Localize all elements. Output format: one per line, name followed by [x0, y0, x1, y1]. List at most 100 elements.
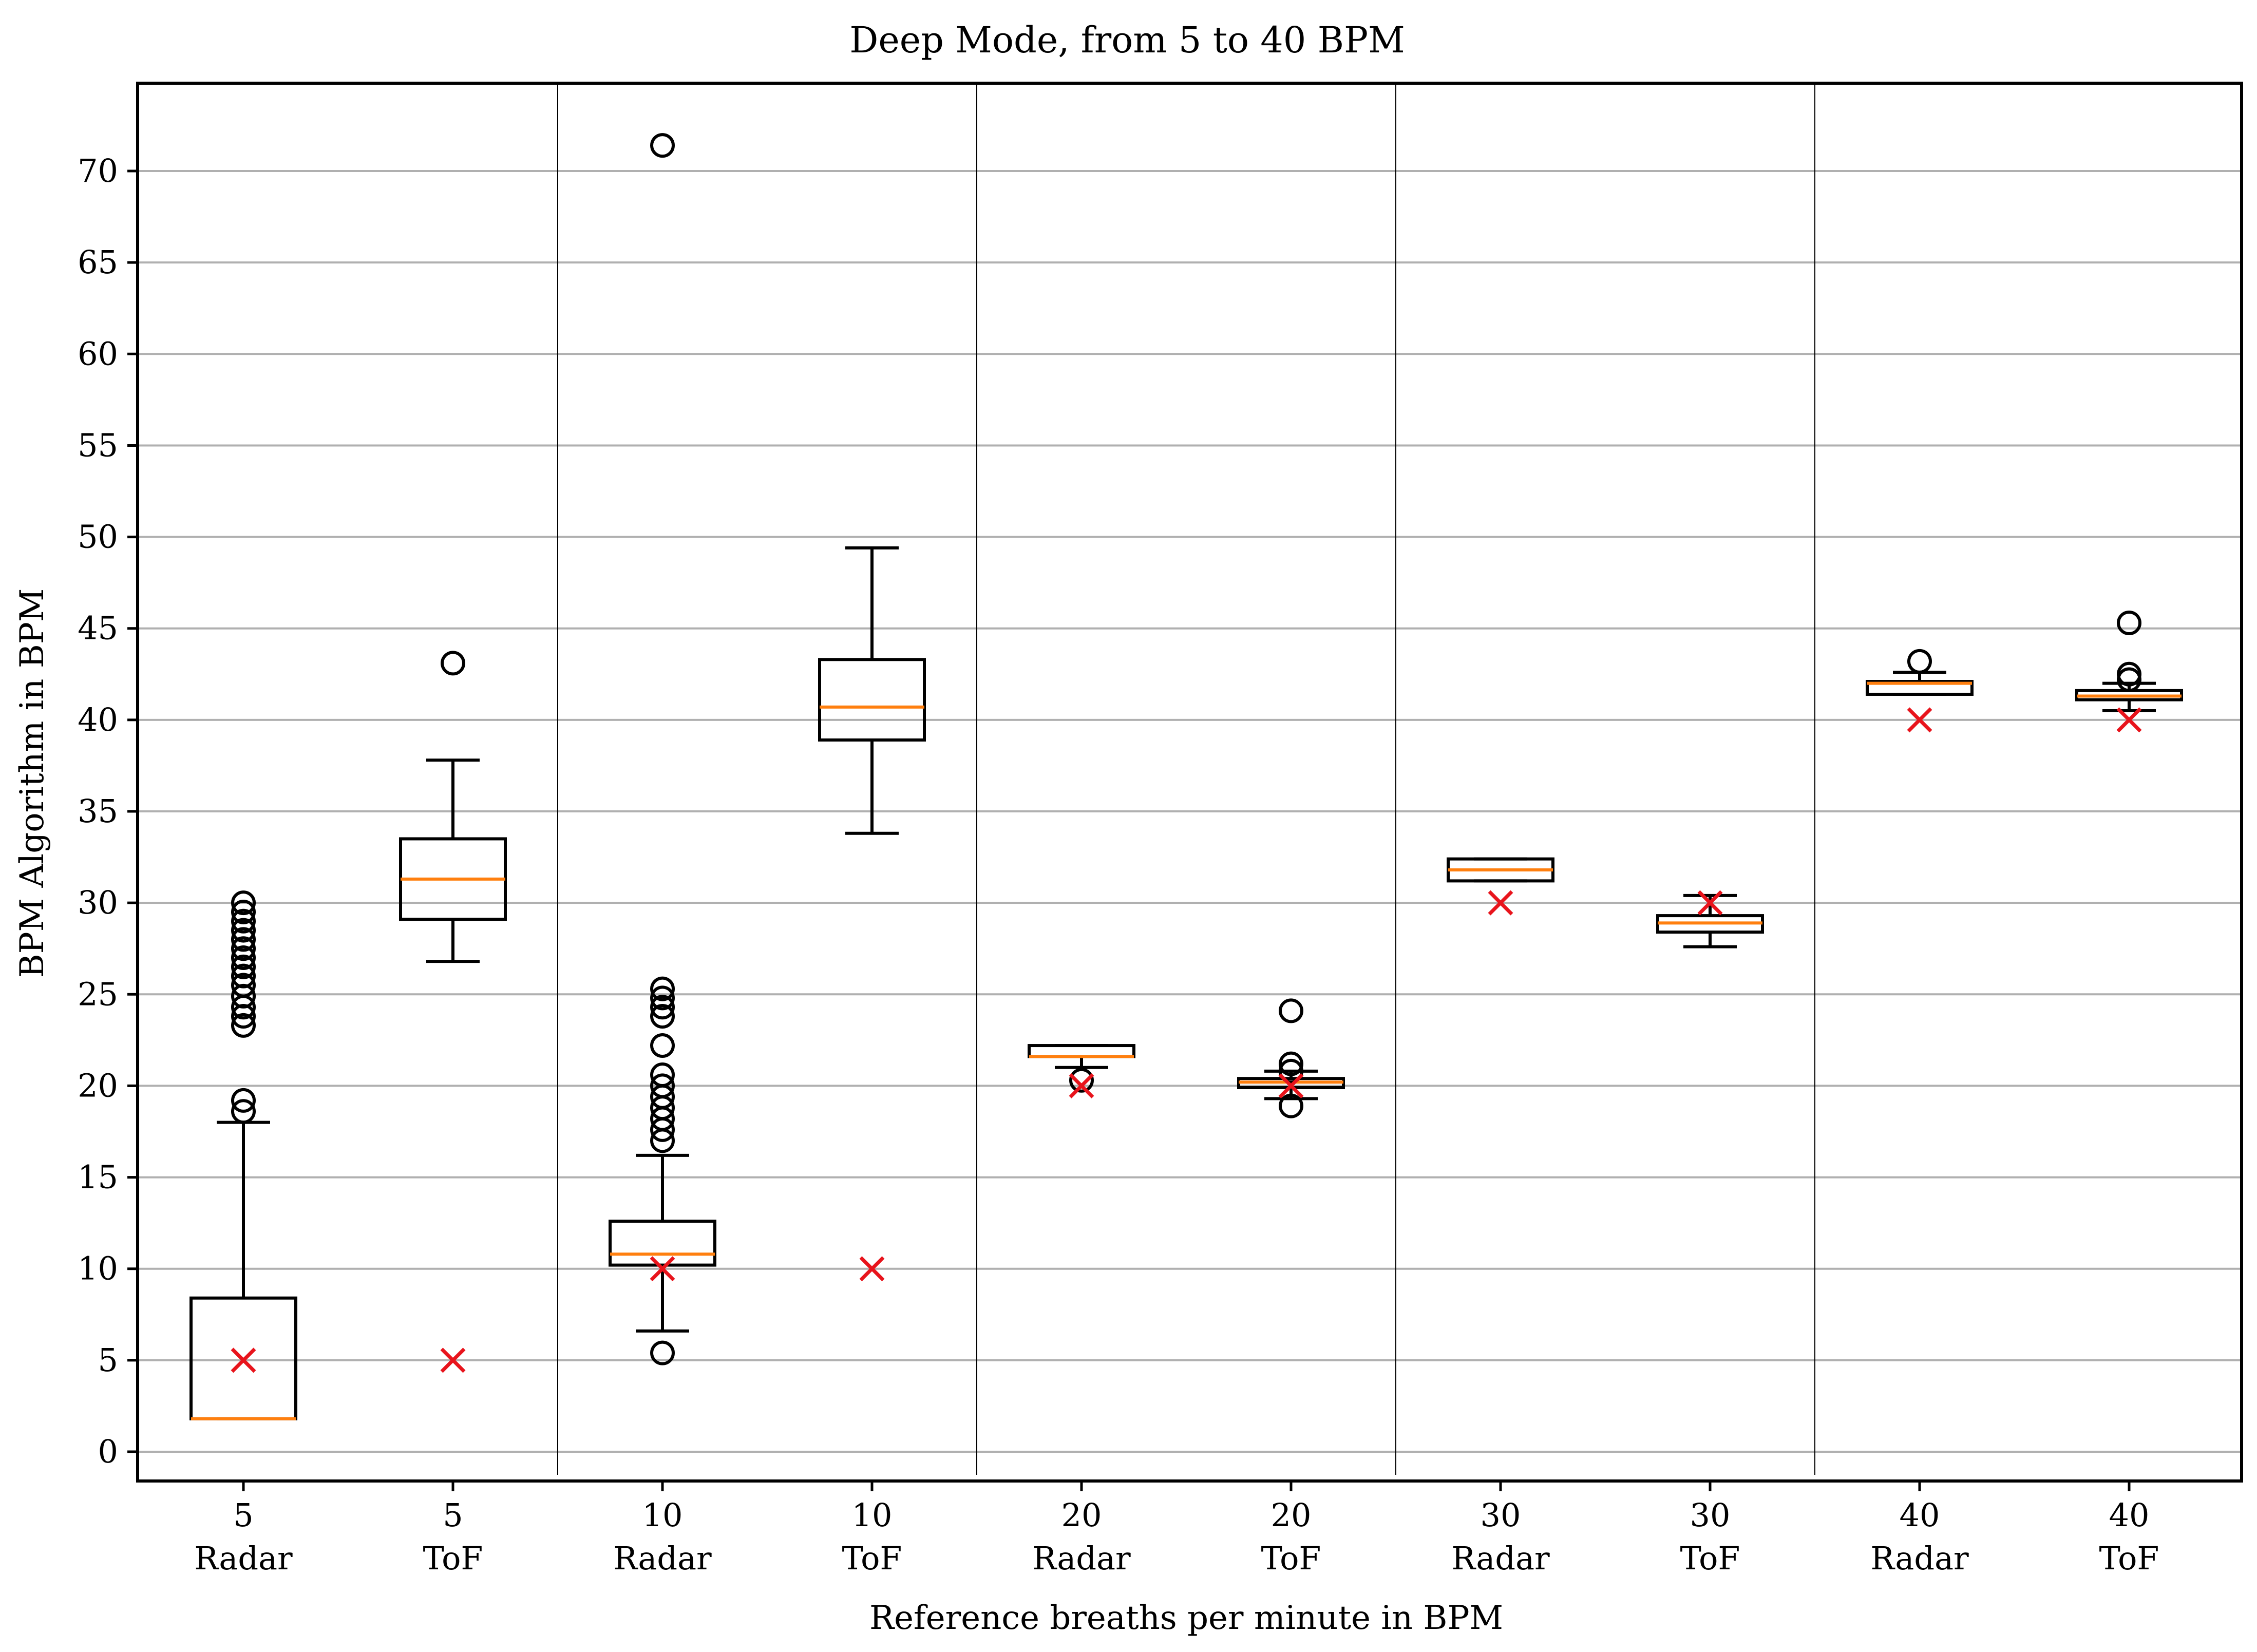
outlier-point: [2117, 611, 2141, 636]
reference-marker: [1697, 890, 1723, 916]
x-tick-label-sensor: Radar: [1451, 1540, 1550, 1577]
iqr-box: [818, 658, 926, 742]
x-tick-label-sensor: ToF: [423, 1540, 483, 1577]
outlier-point: [650, 1340, 675, 1365]
x-tick-label-ref: 5: [233, 1496, 253, 1534]
reference-marker-stroke: [650, 1256, 675, 1282]
boxes: [189, 133, 2183, 1420]
y-tick-label: 40: [78, 701, 118, 738]
x-tick-label-ref: 10: [642, 1496, 683, 1534]
reference-marker: [2116, 707, 2142, 733]
outlier-point: [231, 954, 256, 979]
reference-marker: [1069, 1073, 1094, 1098]
box-group: [2075, 611, 2183, 713]
outlier-point: [1907, 649, 1932, 674]
outlier-point: [650, 1073, 675, 1098]
outlier-point: [231, 927, 256, 952]
y-tick-label: 35: [78, 792, 118, 830]
box-group: [1237, 998, 1345, 1118]
box-group: [818, 546, 926, 835]
y-tick-label: 30: [78, 884, 118, 921]
reference-marker-stroke: [859, 1256, 885, 1282]
reference-marker: [650, 1256, 675, 1282]
x-tick-label-sensor: ToF: [1680, 1540, 1740, 1577]
reference-marker-stroke: [1278, 1073, 1304, 1098]
reference-marker-stroke: [231, 1347, 256, 1373]
iqr-box: [609, 1220, 716, 1267]
outlier-point: [441, 651, 465, 676]
y-tick-label: 65: [78, 243, 118, 281]
outlier-point: [231, 963, 256, 989]
reference-marker: [1488, 890, 1513, 916]
outlier-point: [231, 918, 256, 943]
box-group: [1447, 857, 1554, 883]
box-group: [1028, 1044, 1135, 1093]
y-tick-label: 5: [98, 1341, 118, 1379]
y-axis-ticks: 0 5 10 15 20 25 30 35 40 45 50 55 60 65 70: [78, 152, 138, 1470]
reference-marker-stroke: [440, 1347, 466, 1373]
reference-marker: [1278, 1073, 1304, 1098]
x-tick-label-ref: 20: [1271, 1496, 1312, 1534]
box-group: [399, 651, 507, 963]
x-tick-label-sensor: ToF: [1261, 1540, 1321, 1577]
outlier-point: [231, 945, 256, 971]
x-axis-label: Reference breaths per minute in BPM: [869, 1599, 1503, 1637]
outlier-point: [231, 908, 256, 934]
y-tick-label: 25: [78, 975, 118, 1013]
outlier-point: [231, 1099, 256, 1124]
box-group: [189, 890, 297, 1420]
outlier-point: [2117, 661, 2141, 687]
chart-title: Deep Mode, from 5 to 40 BPM: [849, 19, 1405, 61]
y-tick-label: 45: [78, 610, 118, 647]
outlier-point: [1279, 998, 1303, 1023]
x-tick-label-ref: 40: [1900, 1496, 1940, 1534]
y-tick-label: 55: [78, 426, 118, 464]
y-tick-label: 70: [78, 152, 118, 189]
x-tick-label-ref: 30: [1690, 1496, 1731, 1534]
outlier-point: [650, 995, 675, 1020]
x-tick-label-ref: 20: [1061, 1496, 1102, 1534]
outlier-point: [1069, 1068, 1094, 1093]
reference-marker-stroke: [2116, 707, 2142, 733]
reference-marker: [231, 1347, 256, 1373]
x-tick-label-sensor: Radar: [194, 1540, 293, 1577]
y-tick-label: 60: [78, 335, 118, 372]
x-tick-label-ref: 10: [852, 1496, 893, 1534]
outlier-point: [650, 1062, 675, 1088]
group-separators: [557, 83, 1815, 1475]
outlier-point: [650, 1004, 675, 1029]
x-tick-label-sensor: Radar: [1032, 1540, 1131, 1577]
iqr-box: [1866, 680, 1974, 696]
outlier-point: [650, 976, 675, 1001]
outlier-point: [231, 899, 256, 924]
outlier-point: [650, 985, 675, 1011]
x-tick-label-ref: 40: [2109, 1496, 2150, 1534]
outlier-point: [650, 1033, 675, 1058]
box-group: [1866, 649, 1974, 696]
x-tick-label-ref: 5: [443, 1496, 463, 1534]
x-tick-label-sensor: ToF: [842, 1540, 902, 1577]
y-tick-label: 10: [78, 1250, 118, 1287]
outlier-point: [1279, 1058, 1303, 1084]
x-tick-label-sensor: ToF: [2099, 1540, 2159, 1577]
y-tick-label: 15: [78, 1159, 118, 1196]
y-tick-label: 20: [78, 1067, 118, 1104]
outlier-point: [231, 936, 256, 961]
box-group: [609, 133, 716, 1365]
outlier-point: [1279, 1093, 1303, 1118]
outlier-point: [231, 1088, 256, 1113]
x-tick-label-ref: 30: [1481, 1496, 1521, 1534]
reference-markers: [231, 707, 2142, 1373]
outlier-point: [231, 973, 256, 998]
outlier-point: [650, 133, 675, 158]
x-tick-label-sensor: Radar: [613, 1540, 712, 1577]
box-group: [1656, 894, 1764, 948]
reference-marker: [1907, 707, 1932, 733]
plot-frame: [136, 82, 2243, 1483]
reference-marker-stroke: [1069, 1073, 1094, 1098]
x-tick-label-sensor: Radar: [1870, 1540, 1969, 1577]
x-axis-ticks: 5 Radar 5 ToF 10 Radar 10 ToF 20 Radar 20 ToF 30 Rada…: [194, 1481, 2159, 1577]
